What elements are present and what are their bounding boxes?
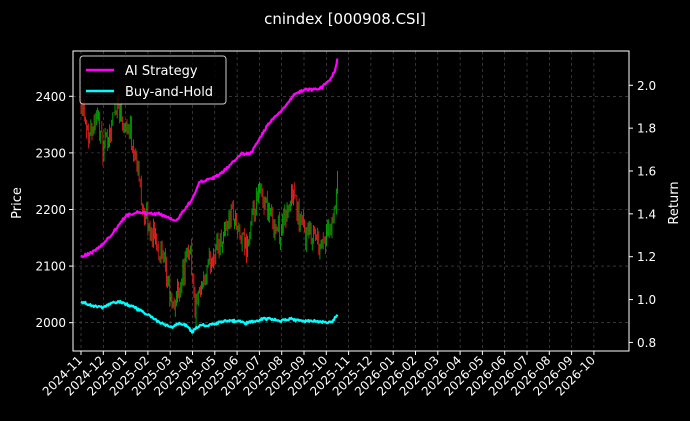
series-line-ai-strategy — [80, 58, 339, 259]
y-left-tick-label: 2200 — [35, 203, 66, 217]
y-right-tick-label: 1.2 — [637, 250, 656, 264]
price-candles — [80, 91, 338, 327]
y-right-tick-label: 1.6 — [637, 165, 656, 179]
y-right-tick-label: 0.8 — [637, 336, 656, 350]
legend-label-buy-and-hold: Buy-and-Hold — [125, 85, 213, 100]
y-left-tick-label: 2400 — [35, 90, 66, 104]
y-left-tick-label: 2000 — [35, 316, 66, 330]
series-line-buy-and-hold — [80, 299, 339, 334]
y-right-tick-label: 1.0 — [637, 293, 656, 307]
legend: AI Strategy Buy-and-Hold — [79, 55, 227, 105]
legend-box — [79, 55, 227, 105]
y-axis-right-label: Return — [667, 181, 682, 224]
y-axis-right: 0.8 1.0 1.2 1.4 1.6 1.8 2.0 — [629, 79, 656, 350]
y-left-tick-label: 2300 — [35, 146, 66, 160]
y-right-tick-label: 1.8 — [637, 122, 656, 136]
y-right-tick-label: 2.0 — [637, 79, 656, 93]
y-right-tick-label: 1.4 — [637, 207, 656, 221]
y-axis-left-label: Price — [10, 187, 25, 219]
y-axis-left: 2000 2100 2200 2300 2400 — [35, 90, 73, 330]
y-left-tick-label: 2100 — [35, 260, 66, 274]
strategy-lines — [80, 58, 339, 334]
chart-title: cnindex [000908.CSI] — [264, 10, 426, 28]
plot-frame — [72, 50, 630, 352]
legend-label-ai-strategy: AI Strategy — [125, 64, 198, 79]
